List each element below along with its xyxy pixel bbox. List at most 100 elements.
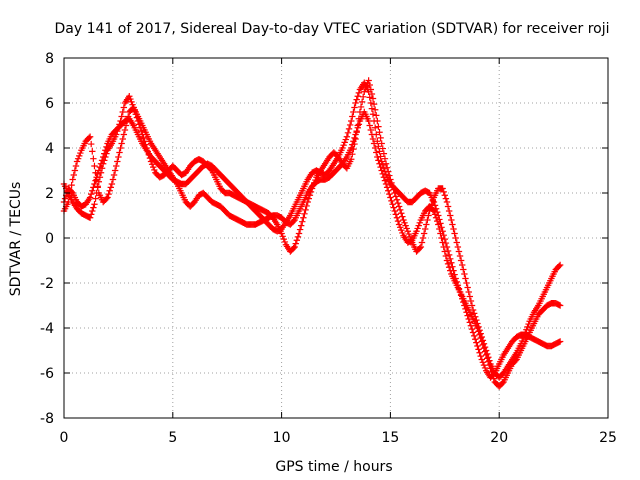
data-point xyxy=(556,302,564,309)
data-point-interp xyxy=(470,310,478,317)
data-point-interp xyxy=(72,162,80,170)
data-point-interp xyxy=(351,104,358,111)
y-tick-label: -2 xyxy=(40,276,54,292)
data-point-interp xyxy=(375,143,382,150)
data-point-interp xyxy=(367,86,375,93)
data-point-interp xyxy=(375,123,382,130)
data-point xyxy=(474,342,481,350)
data-point-interp xyxy=(92,169,99,176)
data-point-interp xyxy=(306,192,314,199)
data-point-interp xyxy=(367,99,375,107)
data-point-interp xyxy=(128,98,135,106)
data-point-interp xyxy=(385,187,392,194)
data-point-interp xyxy=(499,379,506,387)
data-point-interp xyxy=(68,188,75,196)
data-point xyxy=(378,167,385,174)
data-point-interp xyxy=(136,124,144,131)
data-point-interp xyxy=(445,207,453,215)
data-point-interp xyxy=(135,121,143,128)
data-point-interp xyxy=(368,105,376,112)
data-point xyxy=(108,180,116,188)
data-point-interp xyxy=(380,150,388,157)
data-point-interp xyxy=(398,226,405,234)
data-point-interp xyxy=(353,129,360,136)
data-point-interp xyxy=(127,95,134,103)
data-point xyxy=(291,243,298,251)
data-point-interp xyxy=(377,163,384,171)
data-point xyxy=(308,185,316,192)
data-point-interp xyxy=(521,332,528,339)
x-tick-label: 0 xyxy=(60,430,69,446)
data-point-interp xyxy=(464,312,471,319)
data-point-interp xyxy=(403,225,410,232)
data-point-interp xyxy=(440,243,447,251)
data-point-interp xyxy=(389,183,396,190)
data-point-interp xyxy=(444,203,452,210)
data-point xyxy=(304,198,311,206)
data-point-interp xyxy=(85,134,93,142)
data-point-interp xyxy=(371,124,379,131)
x-axis-label: GPS time / hours xyxy=(275,459,392,475)
data-point xyxy=(387,194,394,201)
data-point-interp xyxy=(399,229,406,237)
data-point-interp xyxy=(309,182,317,189)
data-point xyxy=(369,135,377,143)
data-point-interp xyxy=(88,140,95,148)
data-point xyxy=(143,144,150,152)
y-tick-label: -8 xyxy=(40,411,54,427)
data-point-interp xyxy=(148,161,156,168)
data-point-interp xyxy=(280,235,287,243)
data-point xyxy=(69,176,76,183)
data-point-interp xyxy=(518,337,526,345)
x-tick-label: 20 xyxy=(490,430,508,446)
data-point xyxy=(91,201,98,208)
data-point-interp xyxy=(375,157,382,164)
data-point-interp xyxy=(381,155,389,162)
data-point-interp xyxy=(418,239,426,246)
data-point-interp xyxy=(103,150,110,157)
data-point-interp xyxy=(302,206,309,214)
data-point-interp xyxy=(428,201,435,208)
data-point-interp xyxy=(345,125,353,133)
data-point-interp xyxy=(151,166,158,174)
data-point-interp xyxy=(297,222,305,229)
data-point xyxy=(461,270,468,278)
data-point-interp xyxy=(477,352,484,360)
data-point xyxy=(443,198,451,206)
data-point xyxy=(339,144,346,152)
data-point-interp xyxy=(460,266,467,273)
data-point-interp xyxy=(70,171,77,179)
data-point-interp xyxy=(383,184,391,191)
data-point-interp xyxy=(425,212,432,219)
data-point-interp xyxy=(388,197,395,205)
data-point xyxy=(474,320,481,327)
data-point xyxy=(374,138,381,145)
data-point-interp xyxy=(389,201,396,208)
data-point-interp xyxy=(351,134,358,142)
data-point-interp xyxy=(90,155,97,162)
data-point xyxy=(73,158,81,165)
data-point xyxy=(469,329,477,336)
data-point-interp xyxy=(396,224,404,231)
data-point-interp xyxy=(299,218,306,225)
data-point-interp xyxy=(388,179,395,187)
data-point xyxy=(556,338,564,345)
data-point-interp xyxy=(141,138,148,145)
data-point-interp xyxy=(354,122,361,129)
data-point-interp xyxy=(370,100,378,108)
data-point xyxy=(369,111,377,118)
data-point xyxy=(361,88,368,95)
y-tick-label: 6 xyxy=(45,96,54,112)
data-point xyxy=(374,117,381,125)
data-point-interp xyxy=(481,343,489,351)
data-point-interp xyxy=(485,354,492,361)
data-point xyxy=(387,176,394,183)
data-point-interp xyxy=(346,121,354,129)
data-point-interp xyxy=(473,339,480,346)
data-point-interp xyxy=(303,202,310,210)
data-point-interp xyxy=(351,140,358,148)
data-point xyxy=(439,185,446,192)
data-point-interp xyxy=(293,237,301,244)
data-point xyxy=(95,178,103,185)
data-point xyxy=(365,77,372,84)
